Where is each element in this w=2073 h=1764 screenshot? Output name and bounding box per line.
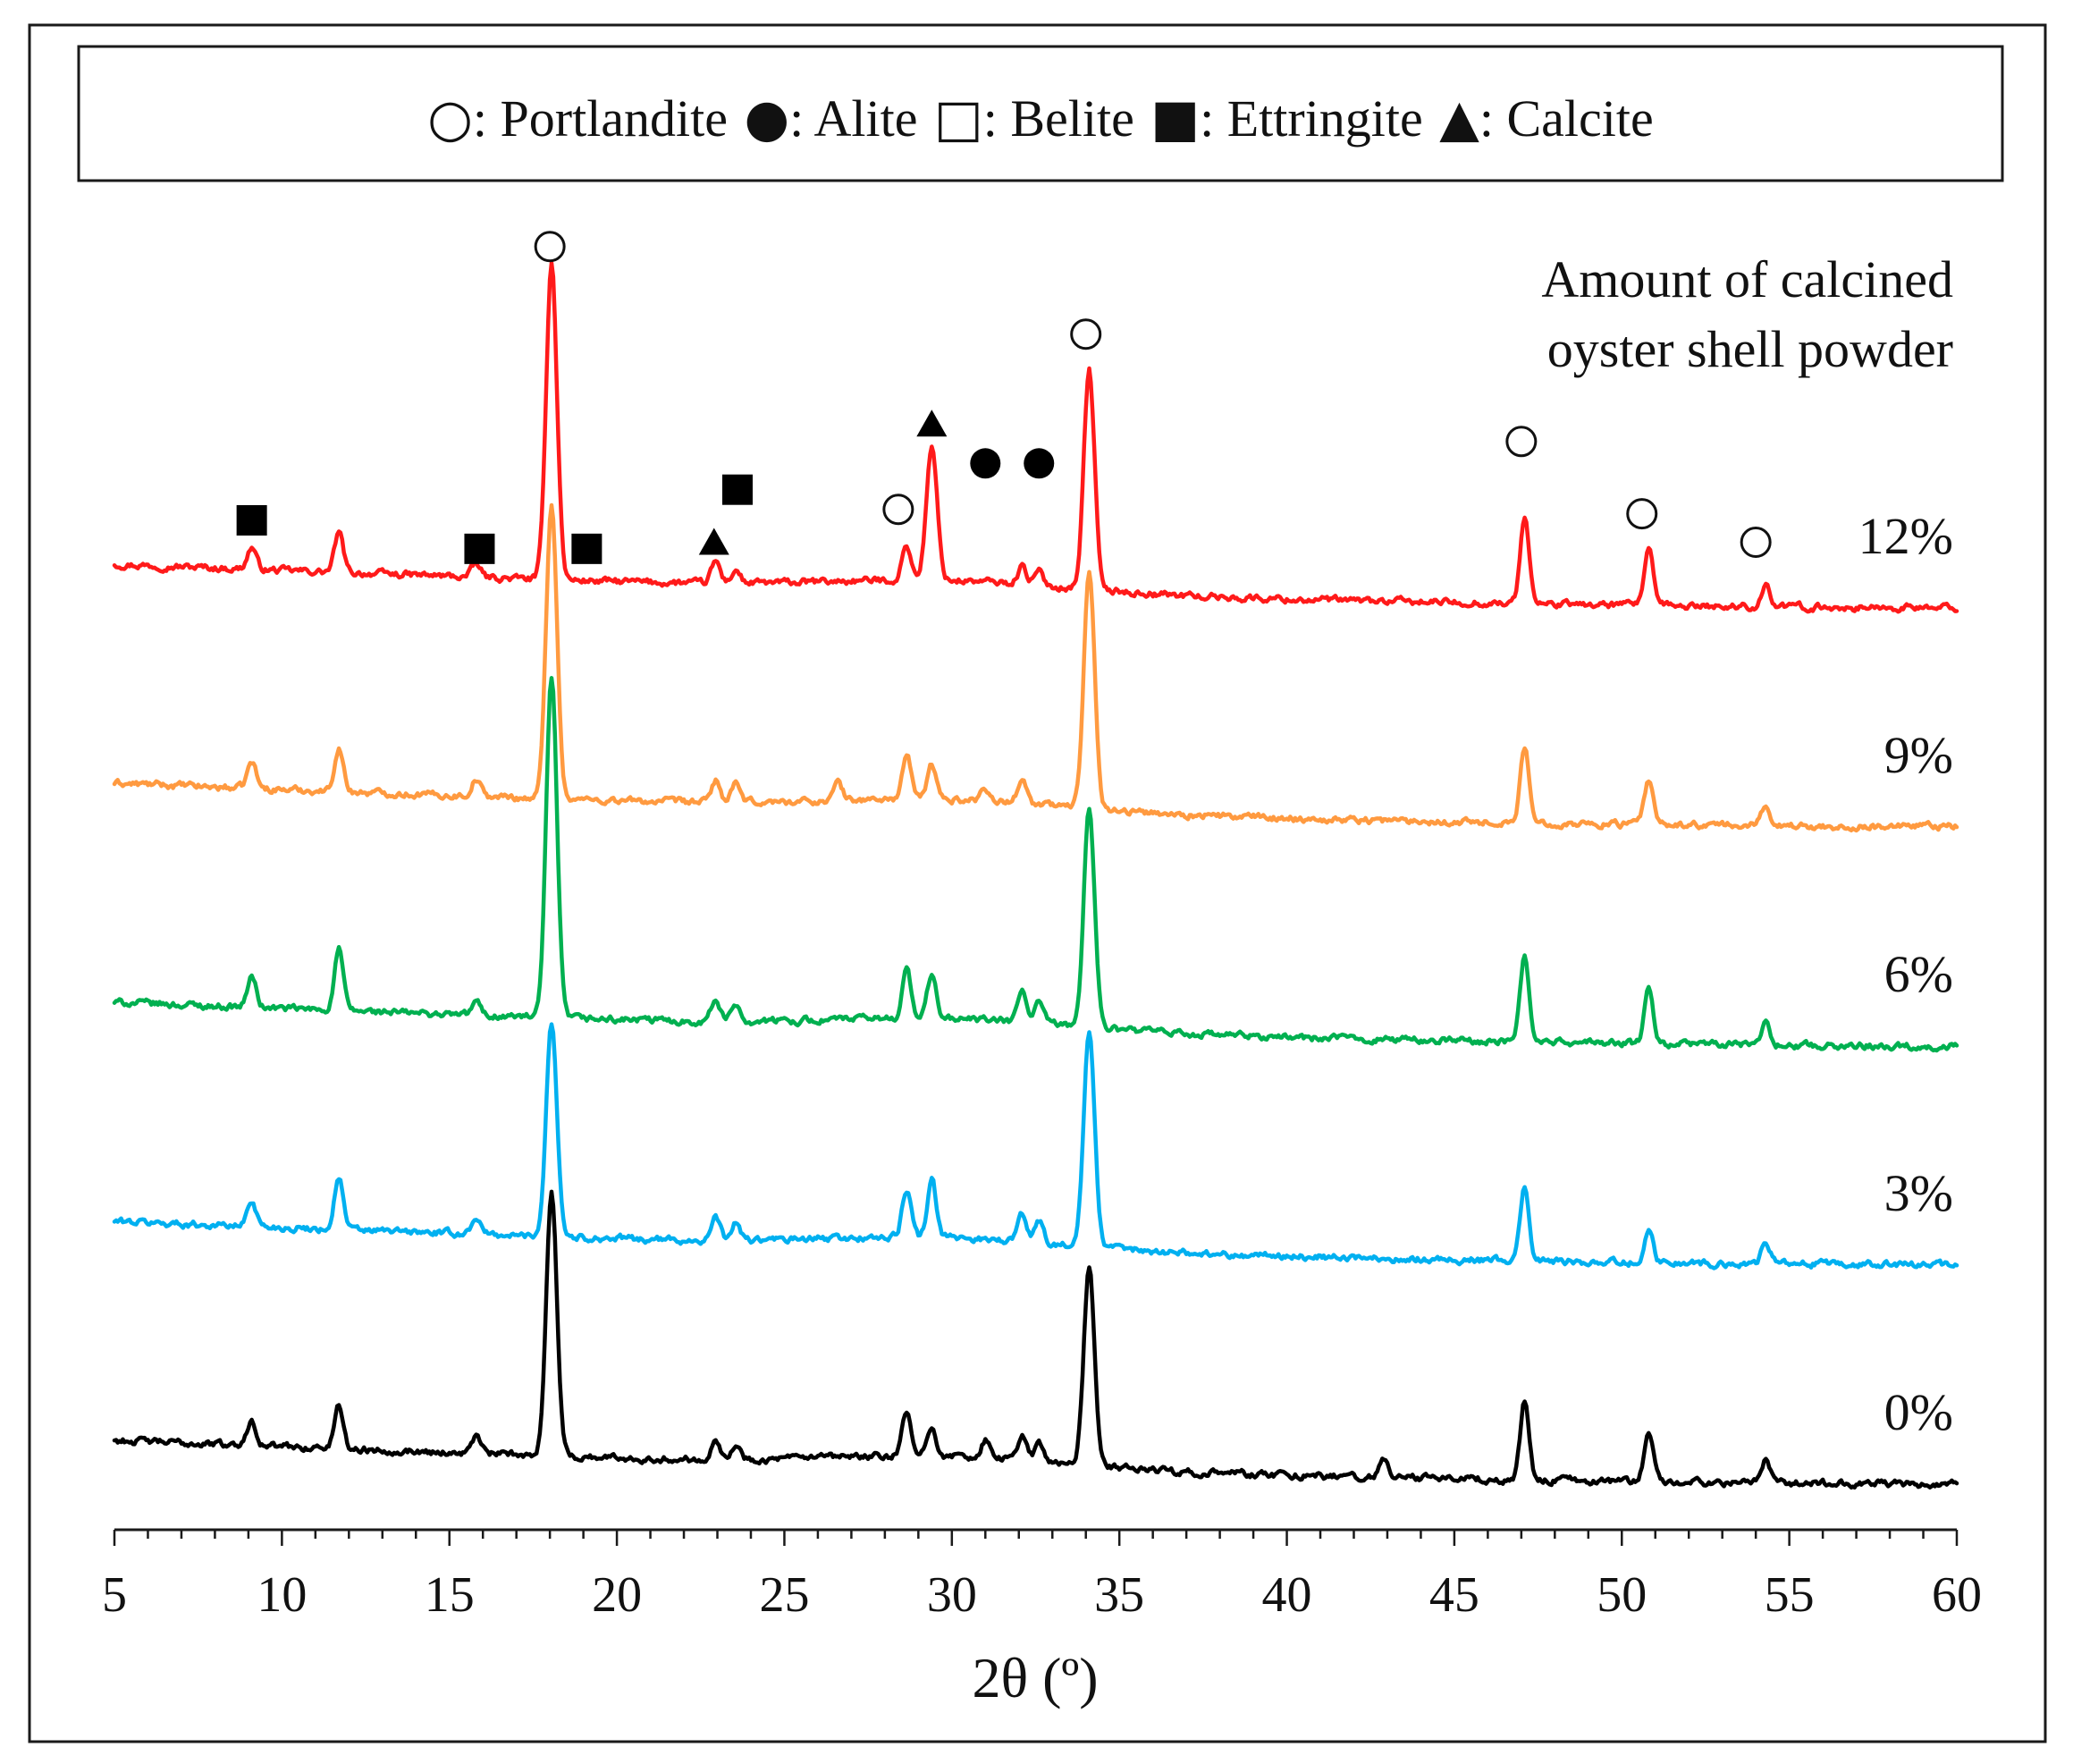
legend-label-1: : Alite xyxy=(789,89,917,148)
x-axis-ticks xyxy=(113,1530,1959,1546)
portlandite-marker xyxy=(882,494,914,526)
x-axis: 5 10 15 20 25 30 35 40 45 50 55 60 2θ (º) xyxy=(102,1528,1982,1709)
series-labels: 12% 9% 6% 3% 0% xyxy=(1858,507,1953,1441)
legend-label-4: : Calcite xyxy=(1479,89,1654,148)
xrd-traces xyxy=(112,260,1959,1490)
x-axis-label: 2θ (º) xyxy=(972,1646,1098,1709)
tick-label-50: 50 xyxy=(1597,1567,1647,1623)
tick-label-20: 20 xyxy=(592,1567,642,1623)
series-label-12-percent: 12% xyxy=(1858,507,1953,565)
legend-symbol-filled-triangle: ▲ xyxy=(1423,88,1479,148)
trace-12-percent xyxy=(112,260,1959,614)
alite-marker xyxy=(970,448,1001,479)
series-label-9-percent: 9% xyxy=(1884,726,1953,784)
phase-markers xyxy=(236,231,1772,564)
trace-6-percent xyxy=(112,676,1959,1053)
legend-label-3: : Ettringite xyxy=(1200,89,1423,148)
trace-3-percent xyxy=(112,1022,1959,1270)
legend-symbol-filled-square: ■ xyxy=(1134,88,1200,148)
series-label-0-percent: 0% xyxy=(1884,1383,1953,1441)
tick-label-40: 40 xyxy=(1262,1567,1312,1623)
series-title-line-1: Amount of calcined xyxy=(1541,250,1953,308)
series-label-6-percent: 6% xyxy=(1884,945,1953,1003)
portlandite-marker xyxy=(1505,426,1538,458)
ettringite-marker xyxy=(236,505,267,536)
tick-label-15: 15 xyxy=(425,1567,475,1623)
legend-entries: ○: Portlandite ●: Alite □: Belite ■: Ett… xyxy=(427,88,1653,148)
calcite-marker xyxy=(916,409,948,437)
legend-symbol-open-square: □ xyxy=(917,88,982,148)
ettringite-marker xyxy=(721,474,753,505)
series-title-line-2: oyster shell powder xyxy=(1547,320,1953,378)
legend-box xyxy=(77,45,2004,182)
legend-label-0: : Portlandite xyxy=(473,89,728,148)
legend: ○: Portlandite ●: Alite □: Belite ■: Ett… xyxy=(77,45,2004,182)
tick-label-35: 35 xyxy=(1094,1567,1144,1623)
series-label-3-percent: 3% xyxy=(1884,1164,1953,1222)
portlandite-marker xyxy=(1740,527,1772,558)
tick-label-10: 10 xyxy=(257,1567,307,1623)
ettringite-marker xyxy=(571,533,603,564)
figure-frame xyxy=(28,23,2047,1743)
plot-area: 12% 9% 6% 3% 0% xyxy=(112,231,1959,1490)
legend-label-2: : Belite xyxy=(983,89,1134,148)
tick-label-55: 55 xyxy=(1765,1567,1815,1623)
series-title: Amount of calcined oyster shell powder xyxy=(1541,250,1953,378)
portlandite-marker xyxy=(1070,318,1102,350)
trace-9-percent xyxy=(112,502,1959,833)
legend-symbol-filled-circle: ● xyxy=(728,88,789,148)
tick-label-5: 5 xyxy=(102,1567,127,1623)
legend-symbol-open-circle: ○ xyxy=(427,88,473,148)
alite-marker xyxy=(1024,448,1055,479)
tick-label-30: 30 xyxy=(927,1567,977,1623)
ettringite-marker xyxy=(464,533,495,564)
trace-0-percent xyxy=(112,1189,1959,1490)
calcite-marker xyxy=(698,528,729,555)
portlandite-marker xyxy=(1626,498,1658,530)
x-axis-tick-labels: 5 10 15 20 25 30 35 40 45 50 55 60 xyxy=(102,1567,1982,1623)
tick-label-45: 45 xyxy=(1429,1567,1479,1623)
portlandite-marker xyxy=(534,231,566,263)
tick-label-60: 60 xyxy=(1932,1567,1982,1623)
tick-label-25: 25 xyxy=(759,1567,809,1623)
